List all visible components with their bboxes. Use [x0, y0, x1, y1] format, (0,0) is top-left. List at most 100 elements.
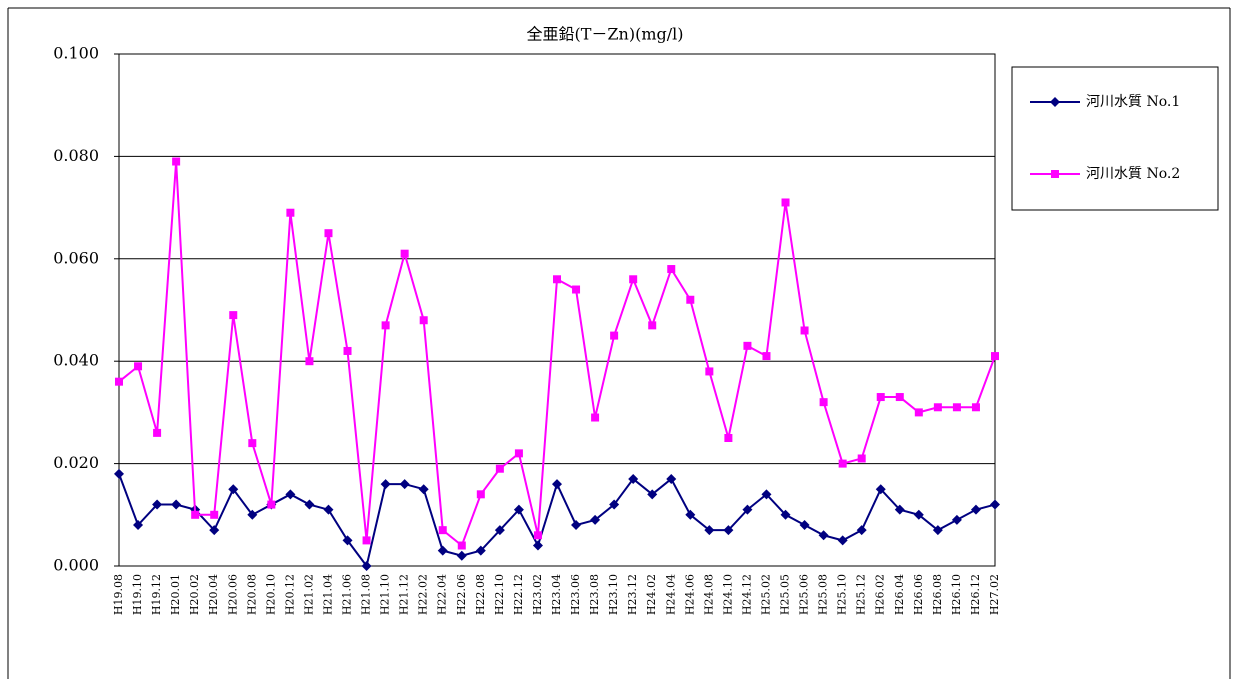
- x-tick-label: H22.04: [436, 574, 449, 615]
- marker: [875, 484, 886, 495]
- marker: [932, 525, 943, 536]
- x-tick-label: H25.12: [855, 574, 868, 615]
- marker: [342, 535, 353, 546]
- x-tick-label: H24.10: [721, 574, 734, 615]
- x-tick-label: H26.04: [893, 574, 906, 615]
- marker: [553, 275, 561, 284]
- marker: [495, 464, 504, 473]
- x-tick-label: H26.06: [912, 574, 925, 615]
- marker: [229, 311, 238, 320]
- x-tick-label: H21.10: [379, 574, 392, 615]
- marker: [248, 439, 257, 448]
- marker: [267, 500, 276, 509]
- marker: [247, 509, 258, 520]
- x-tick-label: H19.10: [131, 574, 144, 615]
- y-tick-label: 0.060: [53, 248, 99, 267]
- marker: [704, 525, 715, 536]
- x-tick-label: H22.08: [474, 574, 487, 615]
- x-tick-label: H21.12: [398, 574, 411, 615]
- marker: [115, 377, 123, 386]
- marker: [951, 514, 962, 525]
- marker: [895, 393, 904, 402]
- plot-area: [118, 53, 996, 567]
- marker: [381, 321, 390, 330]
- x-tick-label: H21.08: [360, 574, 373, 615]
- marker: [209, 525, 220, 536]
- marker: [571, 520, 582, 531]
- marker: [970, 504, 981, 515]
- marker: [799, 520, 810, 531]
- marker: [533, 531, 542, 540]
- marker: [628, 473, 639, 484]
- legend-label: 河川水質 No.2: [1086, 166, 1180, 182]
- marker: [610, 331, 619, 340]
- x-tick-label: H20.04: [207, 574, 220, 615]
- marker: [800, 326, 809, 335]
- marker: [743, 341, 752, 350]
- x-tick-label: H20.10: [264, 574, 277, 615]
- marker: [456, 550, 467, 561]
- marker: [952, 403, 961, 412]
- marker: [191, 510, 200, 519]
- marker: [513, 504, 524, 515]
- marker: [285, 489, 296, 500]
- legend: [1011, 66, 1219, 211]
- x-tick-label: H21.02: [302, 574, 315, 615]
- marker: [590, 514, 601, 525]
- y-tick-label: 0.040: [53, 351, 99, 370]
- marker: [572, 285, 581, 294]
- marker: [838, 459, 847, 468]
- x-tick-label: H26.10: [950, 574, 963, 615]
- x-tick-label: H21.06: [341, 574, 354, 615]
- y-tick-label: 0.020: [53, 453, 99, 472]
- marker: [914, 408, 923, 417]
- y-tick-label: 0.000: [53, 556, 99, 575]
- x-tick-label: H23.10: [607, 574, 620, 615]
- marker: [686, 295, 695, 304]
- x-tick-label: H22.10: [493, 574, 506, 615]
- marker: [857, 454, 866, 463]
- marker: [933, 403, 942, 412]
- marker: [856, 525, 867, 536]
- marker: [894, 504, 905, 515]
- x-tick-label: H26.02: [874, 574, 887, 615]
- x-tick-label: H26.08: [931, 574, 944, 615]
- x-tick-label: H20.01: [169, 574, 182, 615]
- marker: [666, 473, 677, 484]
- x-tick-label: H19.08: [112, 574, 125, 615]
- marker: [419, 316, 428, 325]
- marker: [742, 504, 753, 515]
- marker: [457, 541, 466, 550]
- marker: [990, 499, 1000, 510]
- marker: [476, 490, 485, 499]
- x-tick-label: H22.02: [417, 574, 430, 615]
- x-tick-label: H24.02: [645, 574, 658, 615]
- marker: [418, 484, 429, 495]
- marker: [762, 352, 771, 361]
- marker: [647, 489, 658, 500]
- marker: [286, 208, 295, 217]
- x-tick-label: H25.05: [779, 574, 792, 615]
- marker: [781, 198, 790, 207]
- marker: [723, 525, 734, 536]
- marker: [323, 504, 334, 515]
- marker: [475, 545, 486, 556]
- marker: [210, 510, 219, 519]
- marker: [304, 499, 315, 510]
- marker: [552, 479, 562, 490]
- marker: [399, 479, 410, 490]
- x-tick-label: H23.04: [550, 574, 563, 615]
- x-tick-label: H20.06: [226, 574, 239, 615]
- marker: [361, 561, 372, 571]
- marker: [133, 520, 144, 531]
- x-tick-label: H25.10: [836, 574, 849, 615]
- marker: [380, 479, 391, 490]
- x-tick-label: H23.12: [626, 574, 639, 615]
- x-tick-label: H23.08: [588, 574, 601, 615]
- marker: [991, 352, 999, 361]
- y-tick-label: 0.100: [53, 44, 99, 63]
- marker: [400, 249, 409, 258]
- chart-title: 全亜鉛(T－Zn)(mg/l): [527, 25, 684, 44]
- marker: [876, 393, 885, 402]
- marker: [818, 530, 829, 541]
